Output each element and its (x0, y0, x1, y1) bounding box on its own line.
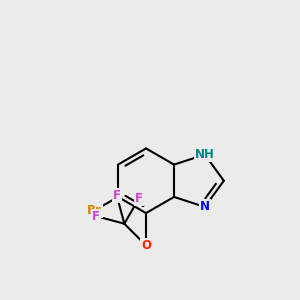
Text: NH: NH (195, 148, 215, 161)
Text: F: F (135, 192, 143, 205)
Text: F: F (92, 210, 100, 223)
Text: N: N (200, 200, 210, 213)
Text: O: O (141, 239, 151, 252)
Text: Br: Br (87, 204, 102, 217)
Text: F: F (113, 189, 121, 202)
